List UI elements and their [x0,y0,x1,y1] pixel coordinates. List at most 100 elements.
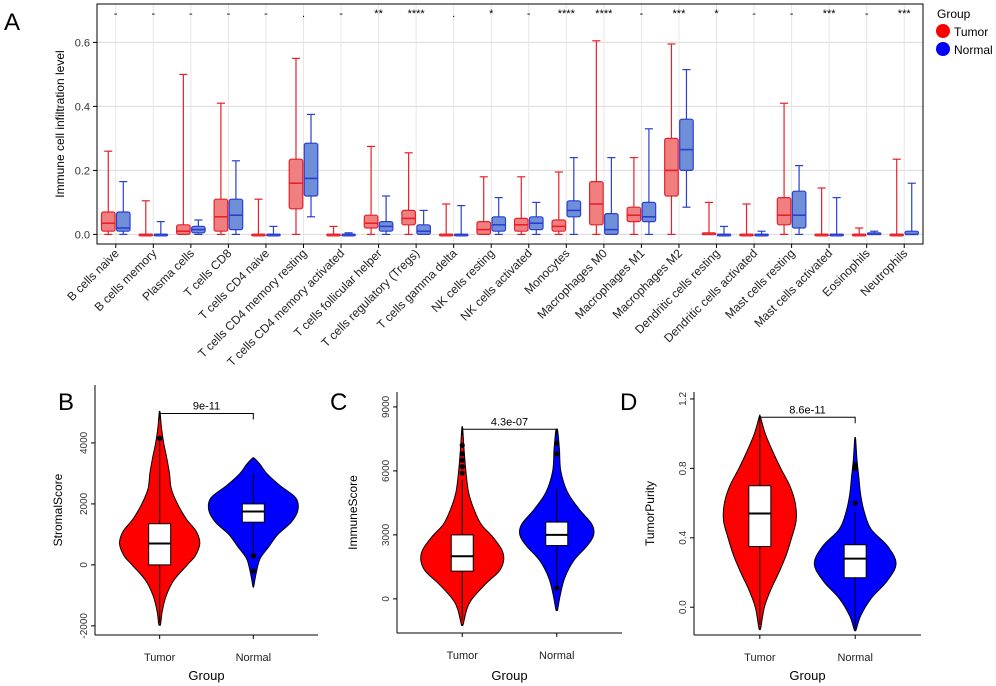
box-tumor [748,485,772,547]
box-body [641,201,657,223]
panel-label-c: C [330,389,347,416]
box-normal [545,521,569,547]
y-tick-label: 0 [381,596,392,602]
box-body [566,200,582,218]
outlier-point [459,470,465,476]
panel-d: D 0.0 0.4 0.8 1.2 TumorPurity Tumor Normal Group… [620,389,921,683]
outlier-point [852,462,858,468]
significance-mark: * [489,8,494,20]
panel-a: A 0.0 0.2 0.4 0.6 Immune cell infiltration le… [4,3,924,369]
significance-mark: - [189,8,193,20]
significance-mark: *** [823,8,837,20]
box-normal-20 [866,230,882,236]
y-tick-label: 6000 [381,459,392,482]
box-body [303,142,319,197]
significance-mark: * [714,8,719,20]
box-tumor-17 [739,203,754,237]
significance-mark: - [151,8,155,20]
box-normal-3 [228,160,244,235]
box-normal-16 [716,225,732,237]
x-axis-label: Group [188,668,224,683]
box-tumor-1 [138,200,154,237]
y-tick-label: 3000 [381,523,392,546]
box-tumor-19 [814,187,829,237]
significance-mark: - [264,8,268,20]
box-body [213,198,229,232]
box-tumor-14 [626,157,642,235]
box-body [175,224,191,236]
x-axis-label: Group [789,668,825,683]
plot-frame-a [96,3,924,245]
box-normal-5 [303,113,319,218]
box-normal-21 [904,182,920,236]
y-axis-label: TumorPurity [643,481,657,546]
box-normal-19 [829,197,845,237]
y-tick-label: 0.0 [75,229,90,241]
box-tumor-2 [175,73,191,236]
significance-mark: - [527,8,531,20]
panel-label-a: A [4,9,20,36]
significance-mark: ** [374,8,383,20]
outlier-point [459,464,465,470]
y-tick-label: 0.0 [678,600,689,614]
significance-bracket [461,428,558,436]
y-axis-label-a: Immune cell infiltration level [53,50,67,197]
box-normal-15 [679,68,694,208]
significance-bracket [159,412,254,420]
significance-mark: . [452,8,455,20]
y-tick-label: 0.8 [678,461,689,475]
box-body [679,118,694,171]
y-tick-label: 0.4 [75,101,90,113]
box-normal-11 [528,201,544,235]
box-body [115,211,131,232]
significance-mark: **** [595,8,613,20]
p-value-label: 8.6e-11 [789,404,826,416]
significance-mark: *** [673,8,687,20]
box-tumor [450,534,474,572]
box-tumor-9 [438,203,454,237]
box-normal-7 [378,195,394,235]
outlier-point [459,457,465,463]
box-normal-1 [153,221,169,237]
box-normal [843,544,867,579]
significance-mark: **** [408,8,426,20]
significance-mark: - [865,8,869,20]
panel-label-b: B [58,389,74,416]
outlier-point [554,451,560,457]
box-normal-9 [453,205,469,237]
box-tumor-6 [326,225,341,237]
legend-marker-tumor [936,24,950,38]
y-tick-label: 4000 [79,431,90,454]
significance-mark: - [114,8,118,20]
y-axis-label: StromalScore [51,473,65,546]
significance-mark: - [339,8,343,20]
box-tumor-15 [664,43,679,235]
box-normal-13 [604,157,619,236]
x-tick-label: Normal [539,650,574,662]
legend-marker-normal [936,42,950,56]
legend-label-normal: Normal [954,43,993,57]
legend-label-tumor: Tumor [954,25,988,39]
y-tick-label: 2000 [79,492,90,515]
legend-title: Group [937,7,971,21]
box-normal-0 [115,181,131,235]
box-tumor-21 [889,158,905,237]
box-body [363,214,379,229]
box-body [776,197,792,226]
box-normal-2 [191,219,206,235]
box-tumor-8 [401,152,416,235]
box-body [476,221,492,236]
outlier-point [852,500,858,506]
box-tumor-20 [851,227,867,237]
legend: Group Tumor Normal [936,7,993,57]
y-tick-label: 0.4 [678,530,689,544]
y-tick-label: 0 [79,562,90,568]
x-tick-label: Tumor [144,652,176,664]
box-normal [241,503,265,523]
outlier-point [554,585,560,591]
box-tumor-5 [288,57,304,235]
significance-bracket [759,416,856,424]
significance-mark: - [640,8,644,20]
x-tick-label: Tumor [744,652,776,664]
